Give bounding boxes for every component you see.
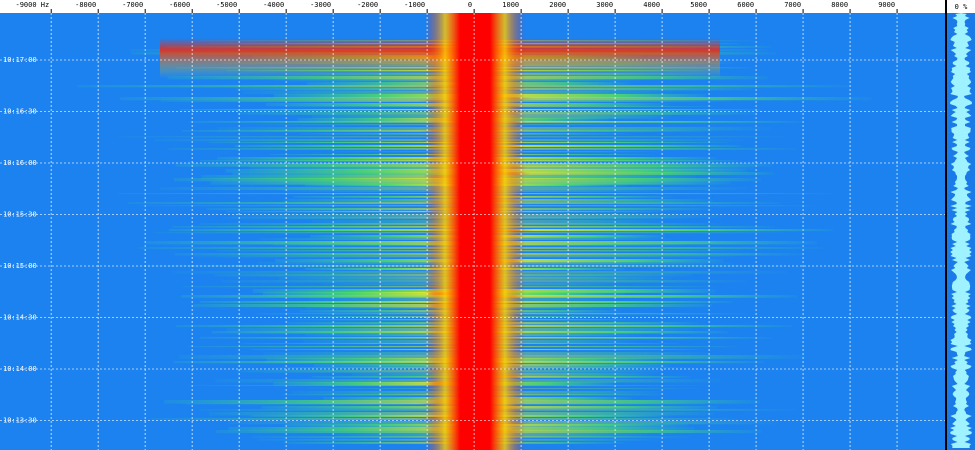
time-label: 10:16:30 bbox=[3, 108, 37, 116]
level-wave bbox=[950, 13, 972, 448]
grid bbox=[0, 13, 945, 450]
frequency-label: -4000 bbox=[263, 1, 284, 9]
frequency-label: 5000 bbox=[690, 1, 707, 9]
time-label: 10:14:00 bbox=[3, 365, 37, 373]
time-label: 10:17:00 bbox=[3, 56, 37, 64]
frequency-label: -9000 Hz bbox=[16, 1, 50, 9]
frequency-label: 9000 bbox=[878, 1, 895, 9]
frequency-label: -7000 bbox=[122, 1, 143, 9]
frequency-label: -5000 bbox=[216, 1, 237, 9]
separator bbox=[945, 0, 947, 450]
frequency-label: 0 bbox=[468, 1, 472, 9]
time-label: 10:13:30 bbox=[3, 417, 37, 425]
frequency-label: 8000 bbox=[831, 1, 848, 9]
frequency-label: -8000 bbox=[75, 1, 96, 9]
center-signal bbox=[425, 13, 525, 450]
frequency-label: 6000 bbox=[737, 1, 754, 9]
frequency-label: -2000 bbox=[357, 1, 378, 9]
time-label: 10:15:00 bbox=[3, 262, 37, 270]
frequency-label: 7000 bbox=[784, 1, 801, 9]
time-label: 10:16:00 bbox=[3, 159, 37, 167]
frequency-label: -6000 bbox=[169, 1, 190, 9]
time-label: 10:14:30 bbox=[3, 314, 37, 322]
frequency-label: 1000 bbox=[502, 1, 519, 9]
frequency-label: -3000 bbox=[310, 1, 331, 9]
level-label: 0 % bbox=[955, 3, 968, 11]
frequency-label: 2000 bbox=[549, 1, 566, 9]
level-header bbox=[947, 0, 975, 13]
frequency-label: 3000 bbox=[596, 1, 613, 9]
frequency-label: 4000 bbox=[643, 1, 660, 9]
time-label: 10:15:30 bbox=[3, 211, 37, 219]
frequency-label: -1000 bbox=[404, 1, 425, 9]
